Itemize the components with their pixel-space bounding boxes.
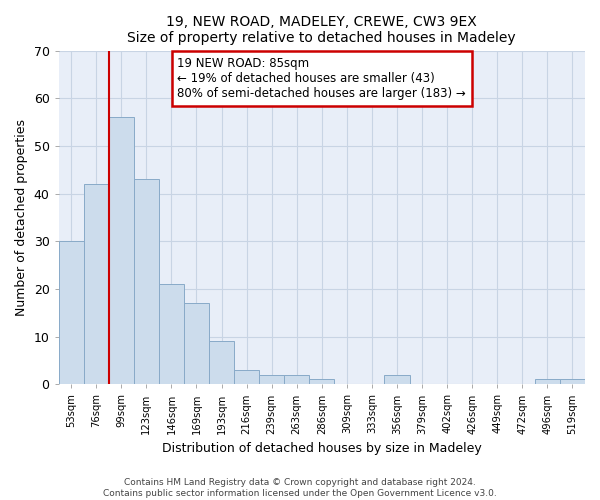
Text: Contains HM Land Registry data © Crown copyright and database right 2024.
Contai: Contains HM Land Registry data © Crown c… [103,478,497,498]
Bar [159,284,184,384]
Bar [83,184,109,384]
Bar [209,342,234,384]
Bar [309,380,334,384]
Text: 19 NEW ROAD: 85sqm
← 19% of detached houses are smaller (43)
80% of semi-detache: 19 NEW ROAD: 85sqm ← 19% of detached hou… [178,57,466,100]
Bar [259,374,284,384]
Bar [109,118,134,384]
Bar [184,303,209,384]
Bar [560,380,585,384]
Bar [284,374,309,384]
Bar [535,380,560,384]
Bar [385,374,410,384]
Bar [59,241,83,384]
Bar [234,370,259,384]
Title: 19, NEW ROAD, MADELEY, CREWE, CW3 9EX
Size of property relative to detached hous: 19, NEW ROAD, MADELEY, CREWE, CW3 9EX Si… [127,15,516,45]
Bar [134,180,159,384]
Y-axis label: Number of detached properties: Number of detached properties [15,119,28,316]
X-axis label: Distribution of detached houses by size in Madeley: Distribution of detached houses by size … [162,442,482,455]
